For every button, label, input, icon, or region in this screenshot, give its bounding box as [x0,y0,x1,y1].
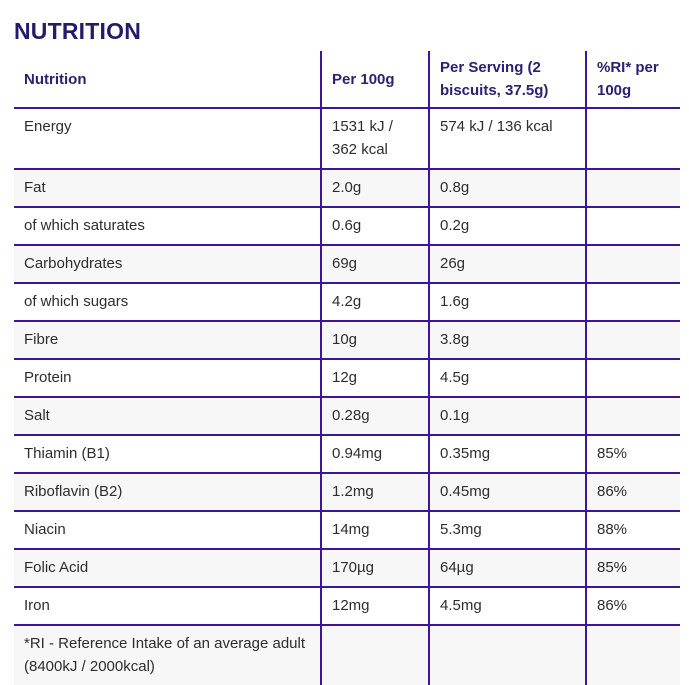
nutrition-table: Nutrition Per 100g Per Serving (2 biscui… [14,51,680,685]
ri-cell: 86% [585,473,680,511]
ri-cell: 88% [585,511,680,549]
per-serving-cell: 0.45mg [428,473,586,511]
page-title: NUTRITION [14,18,142,44]
nutrient-cell: Fat [24,179,46,196]
per-100g-cell: 4.2g [320,283,429,321]
column-header-per-serving: Per Serving (2 biscuits, 37.5g) [428,51,586,108]
per-serving-cell: 3.8g [428,321,586,359]
footnote-row: *RI - Reference Intake of an average adu… [14,625,680,685]
empty-cell [585,625,680,685]
table-row: Protein 12g 4.5g [14,359,680,397]
per-serving-cell: 5.3mg [428,511,586,549]
per-100g-cell: 2.0g [320,169,429,207]
nutrient-cell: Salt [24,407,50,424]
per-100g-cell: 69g [320,245,429,283]
table-row: of which sugars 4.2g 1.6g [14,283,680,321]
per-100g-cell: 1531 kJ / 362 kcal [320,108,429,169]
table-row: Fibre 10g 3.8g [14,321,680,359]
per-100g-cell: 14mg [320,511,429,549]
ri-cell: 85% [585,549,680,587]
per-serving-cell: 574 kJ / 136 kcal [428,108,586,169]
ri-cell [585,321,680,359]
per-serving-cell: 1.6g [428,283,586,321]
table-row: Energy 1531 kJ / 362 kcal 574 kJ / 136 kca… [14,108,680,169]
ri-cell [585,207,680,245]
table-row: Niacin 14mg 5.3mg 88% [14,511,680,549]
nutrient-cell: of which saturates [24,217,145,234]
footnote-text: *RI - Reference Intake of an average adu… [24,635,306,675]
nutrient-cell: Niacin [24,521,66,538]
nutrient-cell: Energy [24,118,72,135]
table-row: Riboflavin (B2) 1.2mg 0.45mg 86% [14,473,680,511]
table-footer: *RI - Reference Intake of an average adu… [14,625,680,685]
nutrient-cell: Protein [24,369,72,386]
per-100g-cell: 12mg [320,587,429,625]
per-100g-cell: 10g [320,321,429,359]
table-row: Folic Acid 170µg 64µg 85% [14,549,680,587]
nutrient-cell: Thiamin (B1) [24,445,110,462]
per-serving-cell: 4.5mg [428,587,586,625]
nutrient-cell: Fibre [24,331,59,348]
table-row: Fat 2.0g 0.8g [14,169,680,207]
table-row: Salt 0.28g 0.1g [14,397,680,435]
ri-cell [585,169,680,207]
per-serving-cell: 26g [428,245,586,283]
per-serving-cell: 0.1g [428,397,586,435]
table-header: Nutrition Per 100g Per Serving (2 biscui… [14,51,680,108]
header-row: Nutrition Per 100g Per Serving (2 biscui… [14,51,680,108]
table-row: Iron 12mg 4.5mg 86% [14,587,680,625]
table-row: Carbohydrates 69g 26g [14,245,680,283]
nutrient-cell: Riboflavin (B2) [24,483,123,500]
empty-cell [428,625,586,685]
ri-cell [585,245,680,283]
per-100g-cell: 1.2mg [320,473,429,511]
table-row: of which saturates 0.6g 0.2g [14,207,680,245]
per-serving-cell: 0.35mg [428,435,586,473]
per-serving-cell: 64µg [428,549,586,587]
ri-cell [585,397,680,435]
nutrient-cell: of which sugars [24,293,129,310]
per-serving-cell: 0.8g [428,169,586,207]
nutrient-cell: Carbohydrates [24,255,123,272]
per-100g-cell: 12g [320,359,429,397]
nutrient-cell: Folic Acid [24,559,89,576]
per-100g-cell: 0.94mg [320,435,429,473]
column-header-per-100g: Per 100g [320,51,429,108]
per-100g-cell: 0.28g [320,397,429,435]
table-row: Thiamin (B1) 0.94mg 0.35mg 85% [14,435,680,473]
column-header-nutrition: Nutrition [24,70,87,88]
ri-cell: 86% [585,587,680,625]
ri-cell [585,283,680,321]
per-100g-cell: 170µg [320,549,429,587]
column-header-ri-per-100g: %RI* per 100g [585,51,680,108]
nutrition-table-body: Energy 1531 kJ / 362 kcal 574 kJ / 136 kca… [14,108,680,625]
empty-cell [320,625,429,685]
per-100g-cell: 0.6g [320,207,429,245]
per-serving-cell: 0.2g [428,207,586,245]
ri-cell: 85% [585,435,680,473]
nutrient-cell: Iron [24,597,50,614]
ri-cell [585,359,680,397]
ri-cell [585,108,680,169]
per-serving-cell: 4.5g [428,359,586,397]
